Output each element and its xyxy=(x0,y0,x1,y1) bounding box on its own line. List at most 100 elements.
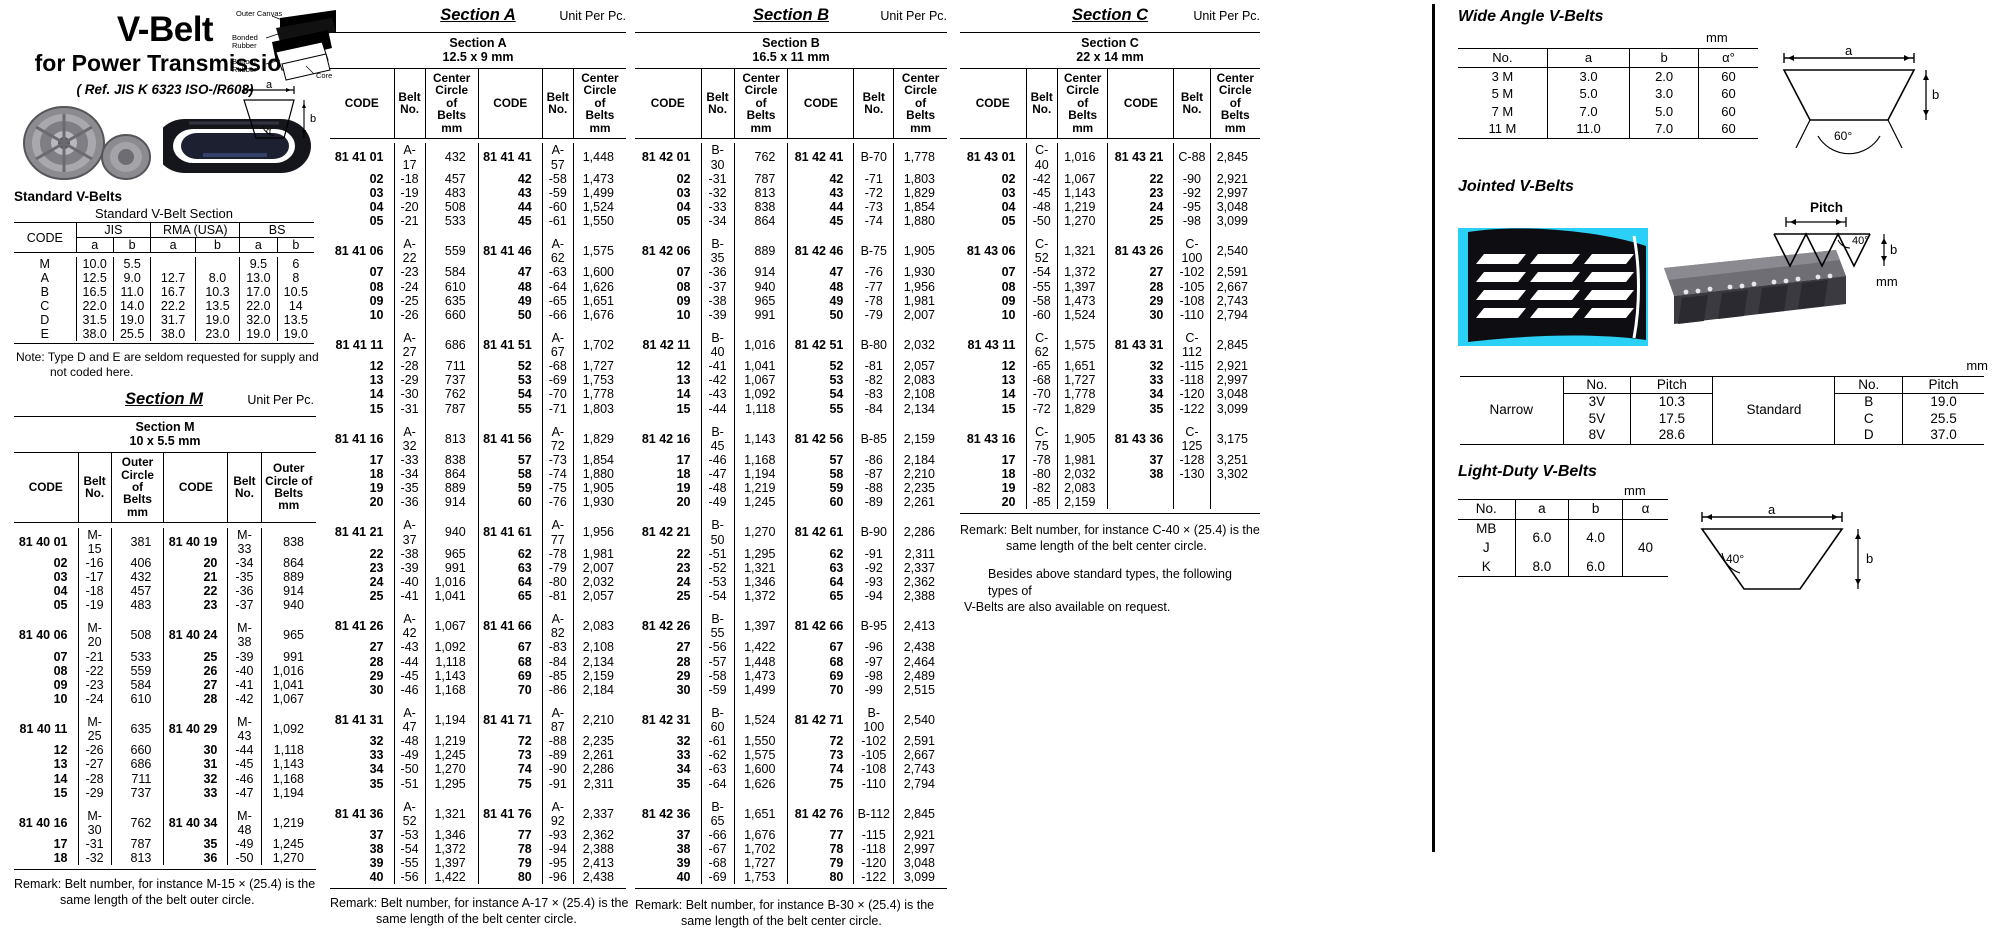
belt-no: B-40 xyxy=(700,330,735,360)
table-row: D 31.5 19.0 31.7 19.0 32.0 13.5 xyxy=(14,312,314,327)
belt-code: 24 xyxy=(1107,199,1174,214)
table-row: 81 41 01 A-17 432 81 41 41 A-57 1,448 xyxy=(330,143,626,172)
section-a-header: Section A Unit Per Pc. xyxy=(330,6,626,32)
belt-no: M-33 xyxy=(227,527,262,556)
svs-value: 14.0 xyxy=(112,298,151,313)
belt-no: A-52 xyxy=(393,799,426,828)
belt-no: -26 xyxy=(393,307,426,322)
svg-text:a: a xyxy=(1768,502,1776,517)
belt-no: A-72 xyxy=(541,424,574,453)
belt-no: -36 xyxy=(700,265,735,280)
belt-code: 12 xyxy=(676,359,691,374)
table-row: 08 -37 940 48 -77 1,956 xyxy=(635,279,947,294)
belt-no: -122 xyxy=(1173,401,1211,416)
belt-code: 22 xyxy=(1107,171,1174,186)
remark-line-1: Belt number, for instance A-17 × (25.4) … xyxy=(380,895,629,910)
table-row: 12 -65 1,651 32 -115 2,921 xyxy=(960,359,1260,374)
belt-no: M-38 xyxy=(227,621,262,650)
table-row: 81 42 36 B-65 1,651 81 42 76 B-112 2,845 xyxy=(635,799,947,828)
table-row: 15 -31 787 55 -71 1,803 xyxy=(330,401,626,416)
belt-no: -59 xyxy=(541,185,574,200)
table-row: 33 -62 1,575 73 -105 2,667 xyxy=(635,748,947,763)
belt-circle-mm: 3,099 xyxy=(1209,401,1260,416)
belt-code: 22 xyxy=(369,546,384,561)
belt-code: 75 xyxy=(477,776,543,791)
belt-circle-mm: 1,981 xyxy=(572,546,626,561)
belt-circle-mm: 1,143 xyxy=(424,668,479,683)
section-b-unit: Unit Per Pc. xyxy=(880,9,947,23)
table-row: 17 -31 787 35 -49 1,245 xyxy=(14,837,316,852)
belt-circle-mm: 2,007 xyxy=(893,307,947,322)
belt-no: M-15 xyxy=(77,527,112,556)
belt-code: 70 xyxy=(477,682,543,697)
belt-no: -90 xyxy=(541,762,574,777)
wa-cell: 11 M xyxy=(1488,121,1517,137)
belt-circle-mm: 1,626 xyxy=(733,776,788,791)
belt-circle-mm: 2,108 xyxy=(893,387,947,402)
belt-code: 36 xyxy=(163,851,228,866)
belt-circle-mm: 3,048 xyxy=(1209,199,1260,214)
belt-no: -115 xyxy=(1173,359,1211,374)
belt-code: 81 42 26 xyxy=(641,619,691,634)
table-row: 02 -42 1,067 22 -90 2,921 xyxy=(960,171,1260,186)
belt-no: B-85 xyxy=(853,424,894,453)
section-a-remark: Remark: Belt number, for instance A-17 ×… xyxy=(330,895,630,928)
column-header-row: CODE Belt No. Outer Circle of Belts mm CODE Bel… xyxy=(14,452,316,523)
belt-no: -53 xyxy=(393,827,426,842)
belt-circle-mm: 1,270 xyxy=(1056,214,1108,229)
table-row: 18 -80 2,032 38 -130 3,302 xyxy=(960,467,1260,482)
belt-circle-mm xyxy=(1209,481,1260,496)
belt-no: -80 xyxy=(1025,467,1058,482)
svs-value: 8.0 xyxy=(194,270,240,285)
table-row: J xyxy=(1458,539,1668,558)
section-c-unit: Unit Per Pc. xyxy=(1193,9,1260,23)
belt-no: -38 xyxy=(700,293,735,308)
belt-circle-mm: 610 xyxy=(110,691,164,707)
svs-header-rma: RMA (USA) xyxy=(150,222,240,239)
section-c-remark-2: Besides above standard types, the follow… xyxy=(964,566,1265,615)
table-row: 19 -82 2,083 xyxy=(960,481,1260,496)
belt-code: 03 xyxy=(369,185,384,200)
belt-no: -105 xyxy=(1173,279,1211,294)
belt-no: -108 xyxy=(853,762,894,777)
table-row: 20 -49 1,245 60 -89 2,261 xyxy=(635,495,947,510)
section-c-column: Section C Unit Per Pc. Section C 22 x 14 … xyxy=(960,6,1265,615)
belt-no: -85 xyxy=(541,668,574,683)
belt-no: -48 xyxy=(1025,199,1058,214)
belt-circle-mm: 2,032 xyxy=(572,574,626,589)
pitch-narrow-label: Narrow xyxy=(1489,402,1534,418)
belt-code: 65 xyxy=(477,589,543,604)
belt-no: B-95 xyxy=(853,612,894,641)
belt-code: 03 xyxy=(1001,185,1016,200)
belt-code: 14 xyxy=(369,387,384,402)
belt-code: 35 xyxy=(369,776,384,791)
belt-circle-mm: 2,083 xyxy=(572,612,626,641)
belt-code: 67 xyxy=(477,640,543,655)
belt-circle-mm: 2,134 xyxy=(572,654,626,669)
section-caption: Section B 16.5 x 11 mm xyxy=(635,33,947,69)
table-row: 81 42 11 B-40 1,016 81 42 51 B-80 2,032 xyxy=(635,330,947,360)
svs-value: 9.5 xyxy=(239,256,278,271)
table-row: 18 -32 813 36 -50 1,270 xyxy=(14,851,316,866)
belt-no: -65 xyxy=(1025,359,1058,374)
belt-code: 25 xyxy=(1107,214,1174,229)
table-row: 81 42 01 B-30 762 81 42 41 B-70 1,778 xyxy=(635,143,947,172)
belt-circle-mm: 2,464 xyxy=(893,654,947,669)
belt-no: -51 xyxy=(393,776,426,791)
belt-no: -110 xyxy=(853,776,894,791)
wa-cell: 60 xyxy=(1697,67,1758,86)
belt-circle-mm: 762 xyxy=(110,808,164,838)
belt-code: 19 xyxy=(676,481,691,496)
belt-circle-mm: 2,540 xyxy=(1209,237,1260,266)
label-core: Core xyxy=(316,71,332,80)
belt-no: -97 xyxy=(853,654,894,669)
svs-value: 22.2 xyxy=(150,298,196,313)
belt-no: B-90 xyxy=(853,518,894,547)
belt-code: 15 xyxy=(676,401,691,416)
belt-no: -34 xyxy=(393,467,426,482)
belt-circle-mm: 813 xyxy=(733,185,788,200)
ld-header-no: No. xyxy=(1475,500,1497,516)
belt-no: -81 xyxy=(541,589,574,604)
belt-no: C-125 xyxy=(1173,424,1211,453)
svs-value: 12.7 xyxy=(150,270,196,285)
